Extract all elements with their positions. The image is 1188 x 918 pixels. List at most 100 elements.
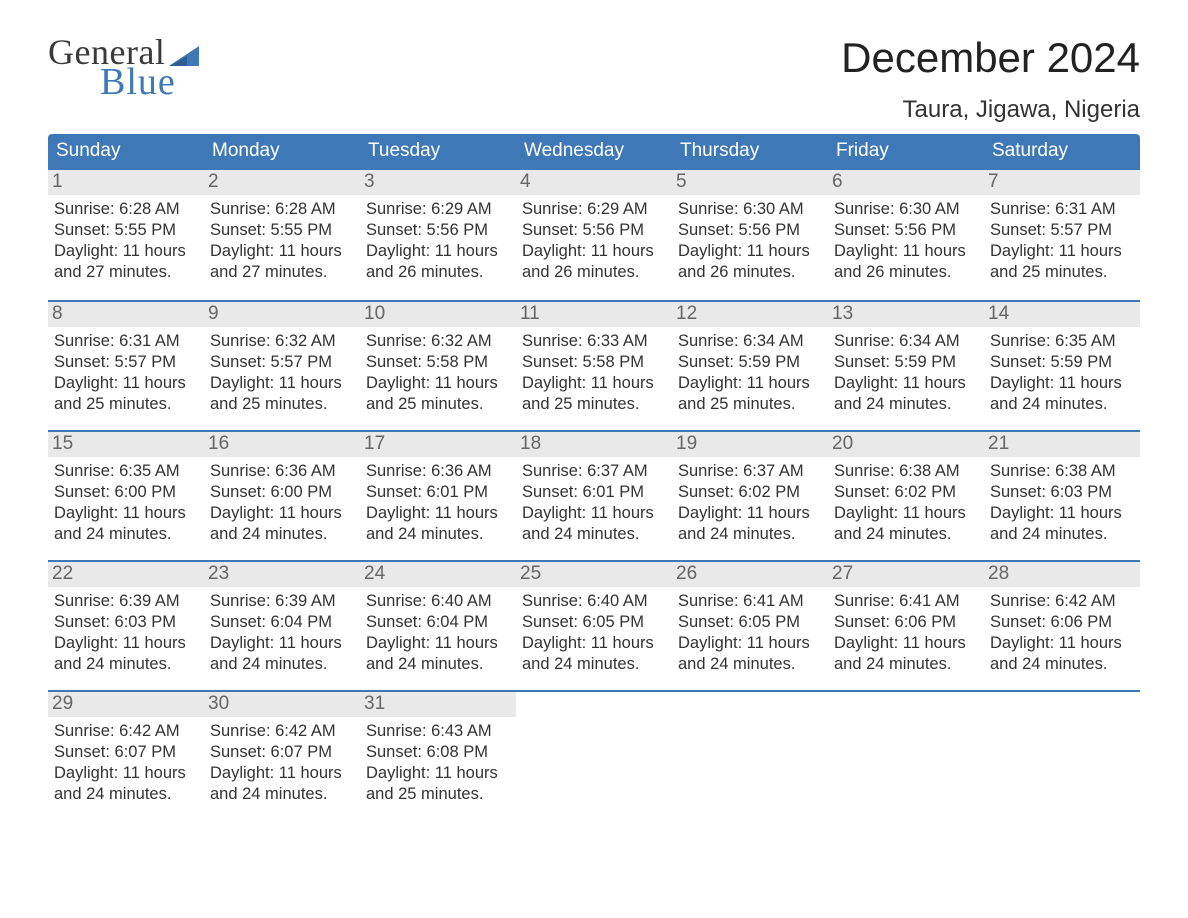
sunrise-line: Sunrise: 6:35 AM: [54, 461, 198, 482]
sunset-line: Sunset: 6:01 PM: [522, 482, 666, 503]
day-cell: 31Sunrise: 6:43 AMSunset: 6:08 PMDayligh…: [360, 692, 516, 820]
day-number: 30: [208, 693, 229, 714]
sunset-line: Sunset: 6:01 PM: [366, 482, 510, 503]
sunset-line: Sunset: 5:59 PM: [834, 352, 978, 373]
day-number: 26: [676, 563, 697, 584]
day-number: 19: [676, 433, 697, 454]
day-number: 22: [52, 563, 73, 584]
calendar: SundayMondayTuesdayWednesdayThursdayFrid…: [48, 134, 1140, 820]
day-number-strip: 3: [360, 170, 516, 195]
sunset-line: Sunset: 6:07 PM: [54, 742, 198, 763]
day-detail: Sunrise: 6:29 AMSunset: 5:56 PMDaylight:…: [522, 199, 666, 283]
sunrise-line: Sunrise: 6:37 AM: [678, 461, 822, 482]
day-detail: Sunrise: 6:40 AMSunset: 6:05 PMDaylight:…: [522, 591, 666, 675]
day-number: 7: [988, 171, 999, 192]
daylight-line: Daylight: 11 hours and 24 minutes.: [834, 633, 978, 675]
day-detail: Sunrise: 6:37 AMSunset: 6:02 PMDaylight:…: [678, 461, 822, 545]
location-subtitle: Taura, Jigawa, Nigeria: [841, 96, 1140, 124]
day-detail: Sunrise: 6:29 AMSunset: 5:56 PMDaylight:…: [366, 199, 510, 283]
day-cell: [672, 692, 828, 820]
day-number: 8: [52, 303, 63, 324]
day-number: 29: [52, 693, 73, 714]
sunrise-line: Sunrise: 6:41 AM: [678, 591, 822, 612]
sunset-line: Sunset: 6:05 PM: [522, 612, 666, 633]
day-detail: Sunrise: 6:39 AMSunset: 6:04 PMDaylight:…: [210, 591, 354, 675]
sunrise-line: Sunrise: 6:43 AM: [366, 721, 510, 742]
sunset-line: Sunset: 6:06 PM: [834, 612, 978, 633]
day-cell: 3 Sunrise: 6:29 AMSunset: 5:56 PMDaylight…: [360, 170, 516, 300]
day-cell: 17Sunrise: 6:36 AMSunset: 6:01 PMDayligh…: [360, 432, 516, 560]
day-detail: Sunrise: 6:30 AMSunset: 5:56 PMDaylight:…: [834, 199, 978, 283]
day-detail: Sunrise: 6:38 AMSunset: 6:03 PMDaylight:…: [990, 461, 1134, 545]
daylight-line: Daylight: 11 hours and 24 minutes.: [210, 633, 354, 675]
sunrise-line: Sunrise: 6:42 AM: [990, 591, 1134, 612]
day-detail: Sunrise: 6:42 AMSunset: 6:07 PMDaylight:…: [54, 721, 198, 805]
day-detail: Sunrise: 6:35 AMSunset: 6:00 PMDaylight:…: [54, 461, 198, 545]
day-number-strip: 16: [204, 432, 360, 457]
day-detail: Sunrise: 6:38 AMSunset: 6:02 PMDaylight:…: [834, 461, 978, 545]
sunrise-line: Sunrise: 6:29 AM: [366, 199, 510, 220]
sunset-line: Sunset: 5:56 PM: [522, 220, 666, 241]
sunrise-line: Sunrise: 6:35 AM: [990, 331, 1134, 352]
day-cell: 9Sunrise: 6:32 AMSunset: 5:57 PMDaylight…: [204, 302, 360, 430]
daylight-line: Daylight: 11 hours and 27 minutes.: [54, 241, 198, 283]
week-row: 29 Sunrise: 6:42 AMSunset: 6:07 PMDayligh…: [48, 690, 1140, 820]
day-number-strip: 4: [516, 170, 672, 195]
day-number-strip: 28: [984, 562, 1140, 587]
day-number-strip: 29: [48, 692, 204, 717]
day-number: 4: [520, 171, 531, 192]
day-number-strip: 26: [672, 562, 828, 587]
sunrise-line: Sunrise: 6:33 AM: [522, 331, 666, 352]
sunrise-line: Sunrise: 6:28 AM: [210, 199, 354, 220]
sunset-line: Sunset: 5:55 PM: [54, 220, 198, 241]
day-cell: 21 Sunrise: 6:38 AMSunset: 6:03 PMDayligh…: [984, 432, 1140, 560]
day-cell: 28Sunrise: 6:42 AMSunset: 6:06 PMDayligh…: [984, 562, 1140, 690]
day-detail: Sunrise: 6:36 AMSunset: 6:00 PMDaylight:…: [210, 461, 354, 545]
sunrise-line: Sunrise: 6:38 AM: [990, 461, 1134, 482]
day-number-strip: 20: [828, 432, 984, 457]
day-number-strip: 1: [48, 170, 204, 195]
sunset-line: Sunset: 6:08 PM: [366, 742, 510, 763]
daylight-line: Daylight: 11 hours and 26 minutes.: [834, 241, 978, 283]
day-cell: 20 Sunrise: 6:38 AMSunset: 6:02 PMDayligh…: [828, 432, 984, 560]
sunset-line: Sunset: 5:57 PM: [54, 352, 198, 373]
day-number: 15: [52, 433, 73, 454]
daylight-line: Daylight: 11 hours and 24 minutes.: [990, 373, 1134, 415]
day-cell: 22Sunrise: 6:39 AMSunset: 6:03 PMDayligh…: [48, 562, 204, 690]
day-detail: Sunrise: 6:31 AMSunset: 5:57 PMDaylight:…: [54, 331, 198, 415]
day-cell: 14Sunrise: 6:35 AMSunset: 5:59 PMDayligh…: [984, 302, 1140, 430]
day-cell: 5Sunrise: 6:30 AMSunset: 5:56 PMDaylight…: [672, 170, 828, 300]
daylight-line: Daylight: 11 hours and 25 minutes.: [678, 373, 822, 415]
title-block: December 2024 Taura, Jigawa, Nigeria: [841, 34, 1140, 124]
daylight-line: Daylight: 11 hours and 24 minutes.: [678, 633, 822, 675]
daylight-line: Daylight: 11 hours and 26 minutes.: [678, 241, 822, 283]
day-number: 25: [520, 563, 541, 584]
sunrise-line: Sunrise: 6:34 AM: [834, 331, 978, 352]
day-cell: 29 Sunrise: 6:42 AMSunset: 6:07 PMDayligh…: [48, 692, 204, 820]
daylight-line: Daylight: 11 hours and 24 minutes.: [54, 763, 198, 805]
daylight-line: Daylight: 11 hours and 25 minutes.: [366, 763, 510, 805]
day-number: 16: [208, 433, 229, 454]
day-cell: 7Sunrise: 6:31 AMSunset: 5:57 PMDaylight…: [984, 170, 1140, 300]
day-number: 6: [832, 171, 843, 192]
day-cell: 13Sunrise: 6:34 AMSunset: 5:59 PMDayligh…: [828, 302, 984, 430]
sunset-line: Sunset: 5:57 PM: [990, 220, 1134, 241]
day-detail: Sunrise: 6:32 AMSunset: 5:58 PMDaylight:…: [366, 331, 510, 415]
day-number-strip: 15: [48, 432, 204, 457]
day-number: 12: [676, 303, 697, 324]
day-cell: 8 Sunrise: 6:31 AMSunset: 5:57 PMDaylight…: [48, 302, 204, 430]
day-detail: Sunrise: 6:30 AMSunset: 5:56 PMDaylight:…: [678, 199, 822, 283]
day-number-strip: 22: [48, 562, 204, 587]
day-detail: Sunrise: 6:36 AMSunset: 6:01 PMDaylight:…: [366, 461, 510, 545]
sunset-line: Sunset: 6:06 PM: [990, 612, 1134, 633]
sunset-line: Sunset: 6:02 PM: [834, 482, 978, 503]
day-number-strip: 12: [672, 302, 828, 327]
day-number-strip: 9: [204, 302, 360, 327]
sunrise-line: Sunrise: 6:41 AM: [834, 591, 978, 612]
dow-saturday: Saturday: [984, 134, 1140, 170]
day-cell: 2Sunrise: 6:28 AMSunset: 5:55 PMDaylight…: [204, 170, 360, 300]
day-number-strip: 23: [204, 562, 360, 587]
sunrise-line: Sunrise: 6:28 AM: [54, 199, 198, 220]
daylight-line: Daylight: 11 hours and 24 minutes.: [54, 503, 198, 545]
day-number-strip: 21: [984, 432, 1140, 457]
